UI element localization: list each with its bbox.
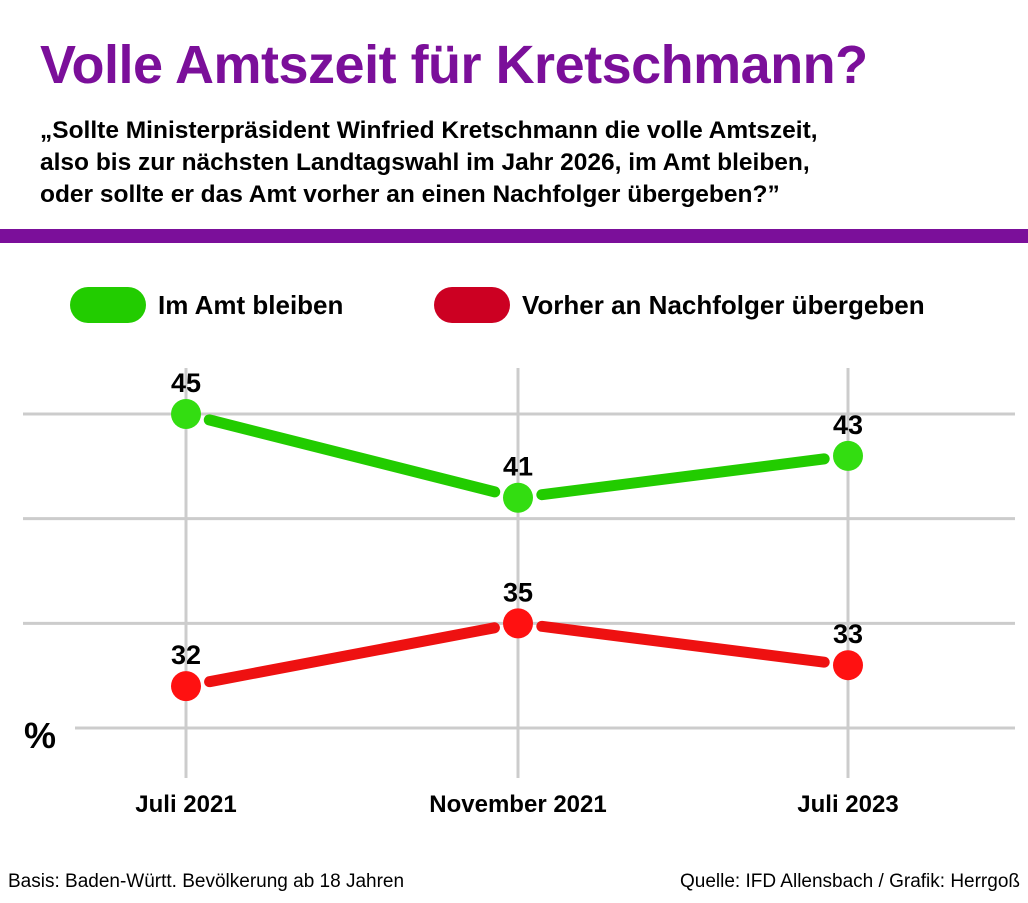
- data-value-label: 33: [833, 619, 863, 649]
- survey-question: „Sollte Ministerpräsident Winfried Krets…: [40, 115, 1020, 211]
- data-value-label: 35: [503, 577, 533, 607]
- data-point-marker: [833, 650, 863, 681]
- legend-label: Vorher an Nachfolger übergeben: [522, 289, 925, 320]
- series-line-segment: [203, 414, 501, 498]
- data-value-label: 45: [171, 368, 201, 398]
- divider-rule: [0, 229, 1028, 243]
- footer-basis: Basis: Baden-Württ. Bevölkerung ab 18 Ja…: [8, 871, 405, 892]
- data-value-label: 32: [171, 640, 201, 670]
- legend-swatch: [70, 287, 146, 323]
- data-point-marker: [171, 671, 201, 702]
- chart-title: Volle Amtszeit für Kretschmann?: [40, 35, 868, 95]
- legend-item-im-amt-bleiben: Im Amt bleiben: [70, 287, 343, 323]
- series-line-segment: [536, 453, 830, 501]
- data-point-marker: [171, 399, 201, 429]
- data-point-marker: [503, 608, 533, 639]
- survey-question-line: oder sollte er das Amt vorher an einen N…: [40, 181, 780, 208]
- survey-question-line: „Sollte Ministerpräsident Winfried Krets…: [40, 117, 818, 144]
- y-axis-unit-label: %: [24, 715, 56, 756]
- legend-swatch: [434, 287, 510, 323]
- data-point-marker: [833, 440, 863, 471]
- series-line-segment: [204, 622, 500, 688]
- footer-source: Quelle: IFD Allensbach / Grafik: Herrgoß: [679, 871, 1020, 892]
- data-value-label: 41: [503, 452, 533, 482]
- data-point-marker: [503, 482, 533, 513]
- x-tick-label: Juli 2021: [135, 791, 236, 818]
- x-tick-label: November 2021: [429, 791, 606, 818]
- legend-item-vorher-an-nachfolger: Vorher an Nachfolger übergeben: [434, 287, 925, 323]
- data-value-label: 43: [833, 410, 863, 440]
- x-tick-label: Juli 2023: [797, 791, 898, 818]
- survey-question-line: also bis zur nächsten Landtagswahl im Ja…: [40, 149, 810, 176]
- series-line-segment: [536, 620, 830, 668]
- legend-label: Im Amt bleiben: [158, 289, 344, 320]
